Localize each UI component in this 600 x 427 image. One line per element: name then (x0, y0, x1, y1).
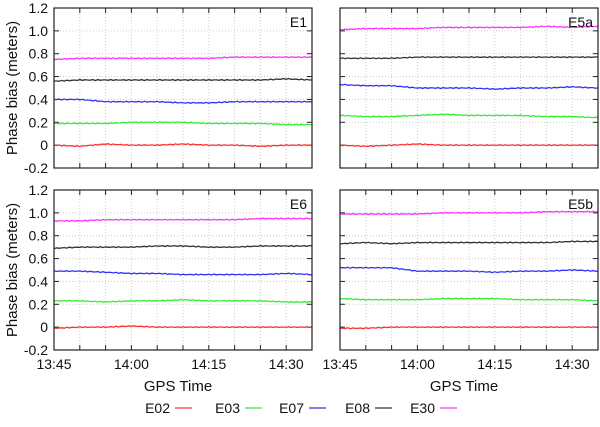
y-tick-label: 0.6 (29, 251, 49, 267)
legend-item-e02: E02 (145, 400, 192, 416)
y-tick-label: 0.4 (29, 91, 49, 107)
panel-e5b: E5b 13:45 14:00 14:15 14:30 GPS Time (322, 189, 599, 395)
y-tick-label: 0.8 (29, 228, 49, 244)
panel-label: E5a (568, 14, 593, 30)
x-tick-label: 14:15 (191, 356, 226, 372)
series-line-e02 (53, 325, 313, 330)
legend-item-e30: E30 (410, 400, 457, 416)
y-tick-label: -0.2 (24, 342, 48, 358)
y-tick-label: 0.2 (29, 296, 49, 312)
series-line-e30 (53, 217, 313, 222)
plot-frame (53, 7, 313, 169)
y-tick-label: -0.2 (24, 160, 48, 176)
series-line-e08 (53, 244, 313, 250)
panel-e5a: E5a (339, 7, 599, 169)
legend-label: E30 (410, 400, 435, 416)
series-line-e03 (53, 121, 312, 126)
series-line-e03 (339, 297, 599, 302)
y-axis-label: Phase bias (meters) (4, 21, 21, 155)
y-tick-label: 0 (40, 137, 48, 153)
legend-item-e03: E03 (215, 400, 262, 416)
x-tick-label: 14:15 (477, 356, 512, 372)
x-tick-label: 14:30 (555, 356, 590, 372)
series-line-e02 (339, 143, 599, 148)
y-axis-label: Phase bias (meters) (4, 203, 21, 337)
legend-label: E03 (215, 400, 240, 416)
legend-label: E02 (145, 400, 170, 416)
series-line-e03 (53, 298, 313, 304)
y-tick-label: 1.2 (29, 182, 49, 198)
y-tick-label: 1.0 (29, 23, 49, 39)
y-tick-label: 0.4 (29, 273, 49, 289)
series-line-e07 (53, 98, 313, 104)
plot-frame (339, 7, 599, 169)
panel-label: E1 (290, 14, 307, 30)
series-line-e30 (339, 210, 599, 216)
panel-label: E6 (290, 196, 307, 212)
y-tick-label: 0 (40, 319, 48, 335)
y-tick-label: 1.2 (29, 0, 49, 16)
series-line-e07 (339, 83, 599, 90)
series-line-e30 (53, 56, 313, 61)
panel-label: E5b (568, 196, 593, 212)
legend-label: E07 (279, 400, 304, 416)
series-line-e07 (339, 266, 599, 274)
y-tick-label: 0.2 (29, 114, 49, 130)
legend: E02 E03 E07 E08 E30 (145, 400, 457, 416)
series-line-e02 (53, 143, 313, 148)
x-tick-label: 14:00 (114, 356, 149, 372)
y-tick-label: 0.6 (29, 69, 49, 85)
x-tick-label: 13:45 (322, 356, 357, 372)
panel-e6: -0.2 0 0.2 0.4 0.6 0.8 1.0 1.2 E6 13:45 14:00 14:15… (4, 182, 313, 395)
legend-label: E08 (345, 400, 370, 416)
series-line-e03 (339, 113, 599, 119)
x-tick-label: 14:30 (269, 356, 304, 372)
x-axis-label: GPS Time (430, 378, 498, 395)
series-line-e08 (54, 77, 312, 82)
x-tick-label: 14:00 (400, 356, 435, 372)
y-tick-label: 0.8 (29, 46, 49, 62)
x-axis-label: GPS Time (144, 378, 212, 395)
y-tick-label: 1.0 (29, 205, 49, 221)
series-line-e08 (339, 56, 599, 60)
series-line-e07 (53, 270, 313, 276)
plot-frame (53, 189, 313, 351)
plot-frame (339, 189, 599, 351)
series-line-e02 (339, 326, 599, 330)
legend-item-e07: E07 (279, 400, 326, 416)
legend-item-e08: E08 (345, 400, 392, 416)
panel-e1: -0.2 0 0.2 0.4 0.6 0.8 1.0 1.2 E1 Phase bias (met… (4, 0, 313, 176)
series-line-e08 (339, 240, 599, 245)
series-line-e30 (339, 25, 599, 31)
x-tick-label: 13:45 (36, 356, 71, 372)
